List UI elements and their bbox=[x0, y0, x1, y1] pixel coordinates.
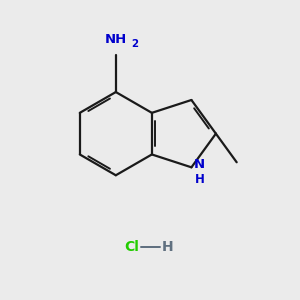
Text: H: H bbox=[195, 173, 205, 186]
Text: 2: 2 bbox=[131, 39, 138, 49]
Text: NH: NH bbox=[105, 33, 127, 46]
Text: H: H bbox=[162, 241, 173, 254]
Text: Cl: Cl bbox=[125, 241, 140, 254]
Text: N: N bbox=[194, 158, 205, 171]
